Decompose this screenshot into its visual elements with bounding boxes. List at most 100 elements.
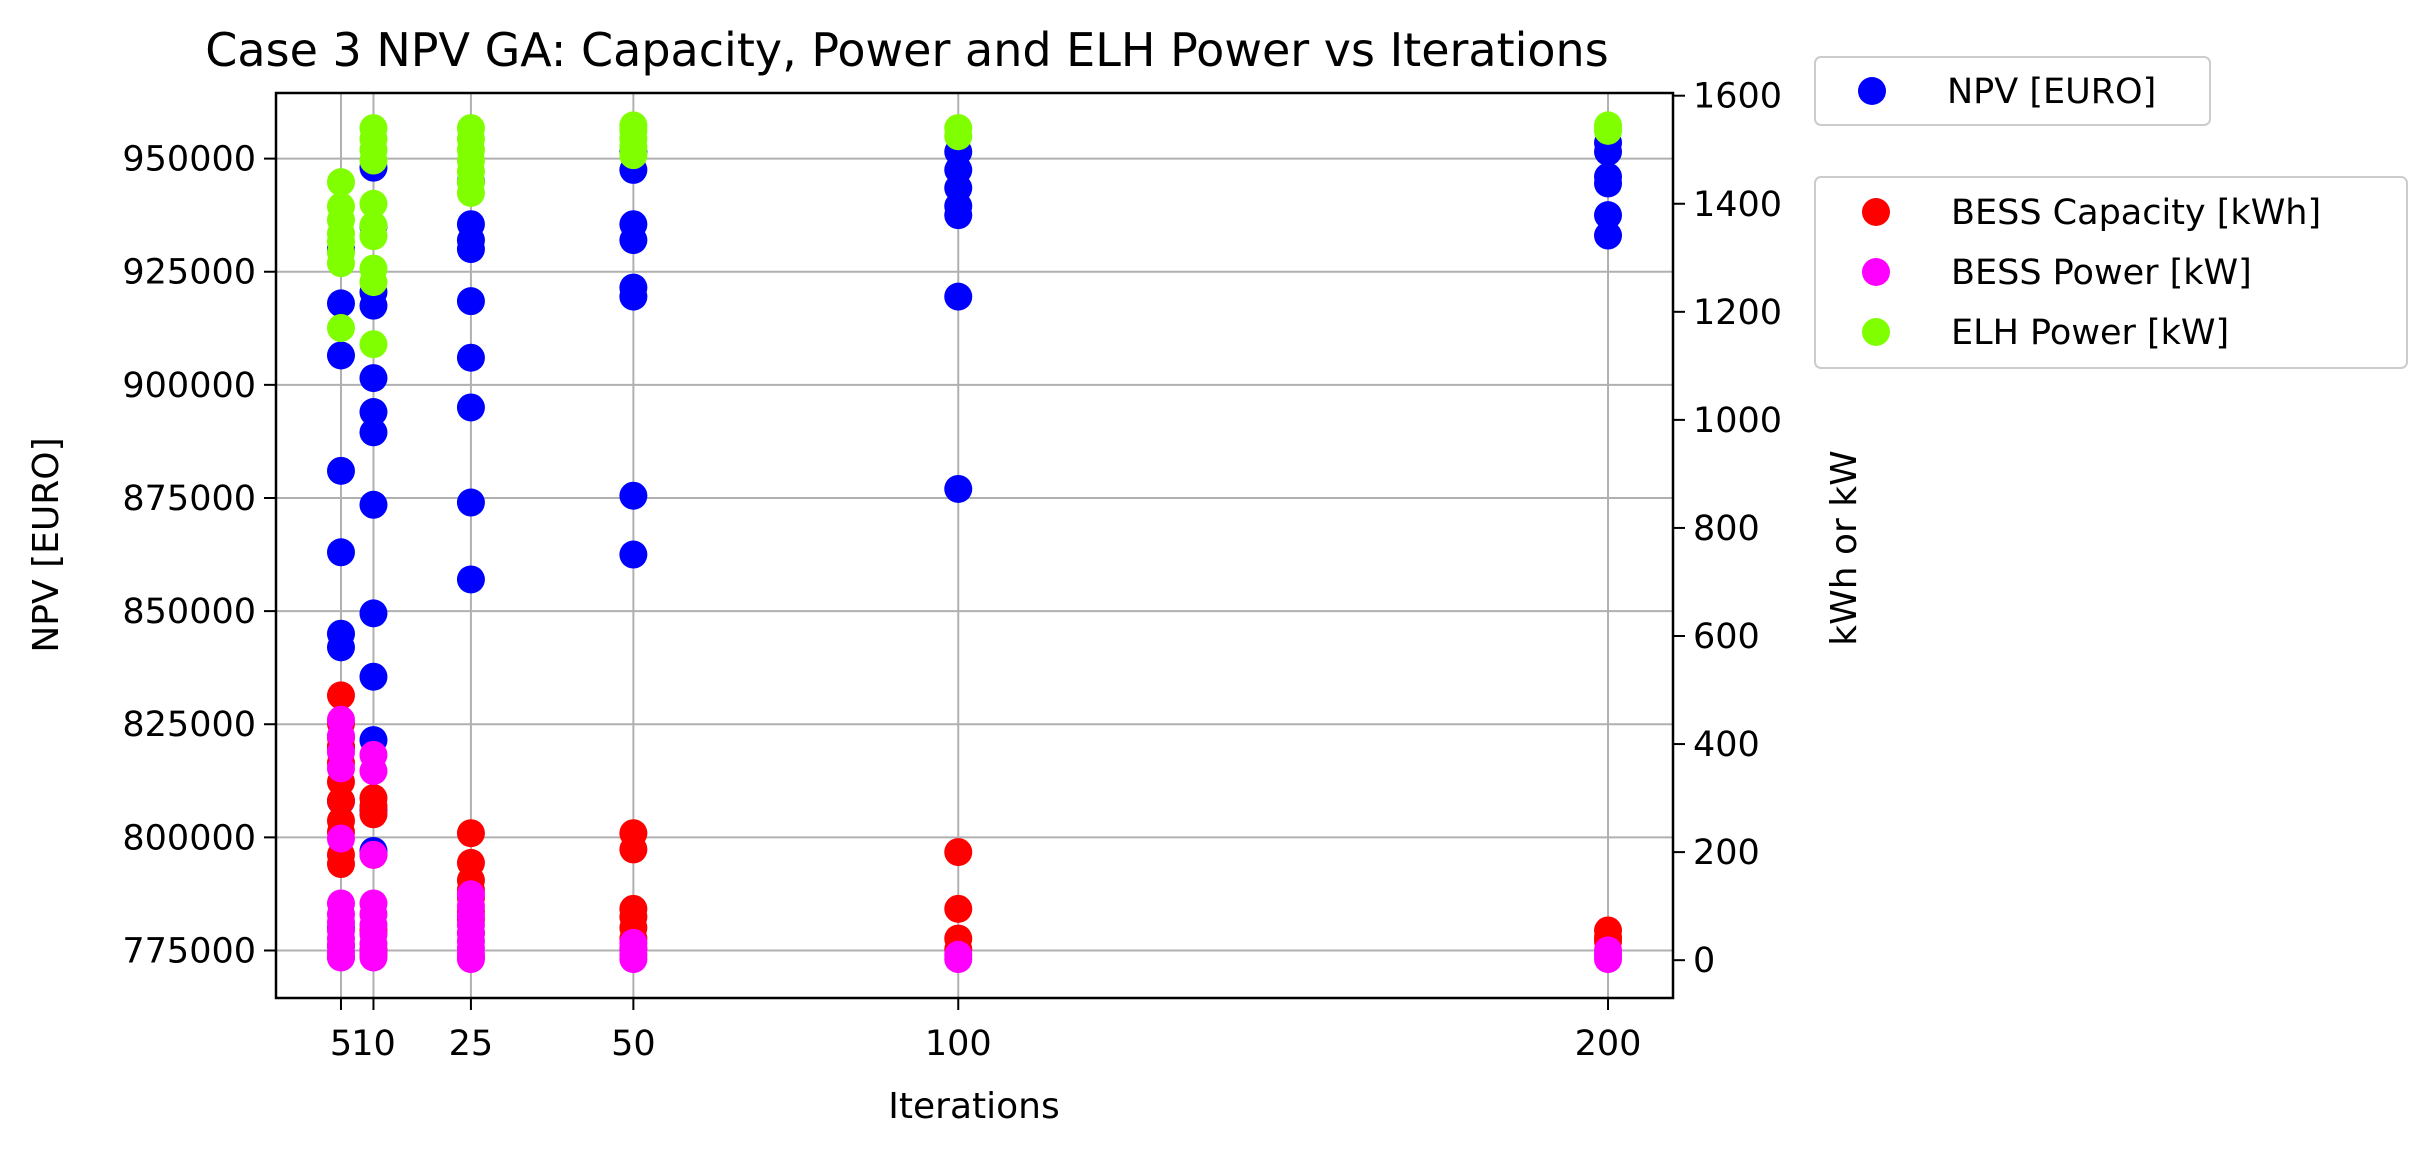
bess-capacity-point — [326, 681, 355, 710]
legend-bess-power-label: BESS Power [kW] — [1951, 253, 2252, 293]
elh-power-point — [359, 211, 388, 240]
y-tick-label: 850000 — [122, 592, 256, 632]
right-y-axis: 0 200 400 600 800 1000 1200 1400 1600 — [1673, 77, 1782, 981]
bess-power-point — [359, 740, 388, 769]
legend-bess-elh: BESS Capacity [kWh] BESS Power [kW] ELH … — [1814, 176, 2408, 369]
npv-point — [359, 398, 388, 427]
legend-bess-power-marker — [1862, 258, 1890, 286]
y2-tick-label: 1000 — [1693, 401, 1782, 441]
x-tick-label: 50 — [611, 1024, 656, 1064]
legend-bess-capacity-label: BESS Capacity [kWh] — [1951, 193, 2321, 233]
npv-point — [619, 210, 648, 239]
legend-npv-label: NPV [EURO] — [1947, 72, 2156, 112]
bess-capacity-point — [619, 819, 648, 848]
legend-npv-marker — [1858, 77, 1886, 105]
left-y-axis: 775000 800000 825000 850000 875000 900000 9250… — [122, 140, 276, 971]
x-tick-label: 25 — [449, 1024, 494, 1064]
npv-point — [326, 289, 355, 318]
npv-point — [359, 662, 388, 691]
y2-tick-label: 1600 — [1693, 77, 1782, 117]
npv-point — [456, 210, 485, 239]
npv-point — [619, 273, 648, 302]
y2-tick-label: 600 — [1693, 617, 1760, 657]
npv-point — [326, 456, 355, 485]
x-tick-label: 5 — [330, 1024, 352, 1064]
legend-bess-capacity-marker — [1862, 198, 1890, 226]
bess-power-point — [619, 928, 648, 957]
elh-power-point — [359, 114, 388, 143]
bess-capacity-point — [619, 894, 648, 923]
npv-point — [326, 341, 355, 370]
data-points — [326, 111, 1623, 974]
npv-point — [619, 481, 648, 510]
elh-power-point — [326, 192, 355, 221]
bess-power-point — [326, 824, 355, 853]
y-tick-label: 825000 — [122, 705, 256, 745]
bess-capacity-point — [456, 848, 485, 877]
y-tick-label: 875000 — [122, 479, 256, 519]
elh-power-point — [359, 189, 388, 218]
npv-point — [359, 364, 388, 393]
elh-power-point — [619, 111, 648, 140]
elh-power-point — [359, 330, 388, 359]
y-tick-label: 900000 — [122, 366, 256, 406]
y2-tick-label: 1200 — [1693, 293, 1782, 333]
npv-point — [456, 343, 485, 372]
elh-power-point — [359, 254, 388, 283]
bess-power-point — [1594, 936, 1623, 965]
legend-elh-power-marker — [1862, 318, 1890, 346]
npv-point — [326, 538, 355, 567]
x-tick-label: 200 — [1575, 1024, 1642, 1064]
bess-power-point — [326, 705, 355, 734]
y-tick-label: 775000 — [122, 931, 256, 971]
elh-power-point — [1594, 111, 1623, 140]
npv-point — [359, 599, 388, 628]
elh-power-point — [944, 114, 973, 143]
npv-point — [1594, 162, 1623, 191]
bess-power-point — [359, 889, 388, 918]
bess-power-point — [359, 840, 388, 869]
legend-elh-power-label: ELH Power [kW] — [1951, 313, 2229, 353]
bess-capacity-point — [456, 819, 485, 848]
bess-capacity-point — [359, 784, 388, 813]
x-tick-label: 100 — [925, 1024, 992, 1064]
y2-axis-label: kWh or kW — [1824, 450, 1865, 645]
x-tick-label: 10 — [351, 1024, 396, 1064]
npv-point — [1594, 221, 1623, 250]
y2-tick-label: 800 — [1693, 509, 1760, 549]
y-axis-label: NPV [EURO] — [26, 437, 67, 652]
legend-npv: NPV [EURO] — [1814, 56, 2211, 126]
legend-bess-elh-frame — [1814, 176, 2408, 369]
npv-point — [456, 287, 485, 316]
x-axis: 5 10 25 50 100 200 — [330, 998, 1642, 1064]
y-tick-label: 925000 — [122, 253, 256, 293]
npv-point — [456, 565, 485, 594]
legend-npv-frame — [1814, 56, 2211, 126]
x-axis-label: Iterations — [888, 1086, 1059, 1127]
npv-point — [326, 619, 355, 648]
npv-point — [944, 282, 973, 311]
elh-power-point — [326, 314, 355, 343]
chart-title: Case 3 NPV GA: Capacity, Power and ELH P… — [205, 23, 1608, 77]
elh-power-point — [456, 114, 485, 143]
elh-power-point — [326, 168, 355, 197]
npv-point — [456, 393, 485, 422]
bess-power-point — [944, 940, 973, 969]
y-tick-label: 800000 — [122, 818, 256, 858]
y-tick-label: 950000 — [122, 140, 256, 180]
y2-tick-label: 400 — [1693, 725, 1760, 765]
npv-point — [1594, 201, 1623, 230]
bess-power-point — [456, 880, 485, 909]
bess-capacity-point — [1594, 916, 1623, 945]
y2-tick-label: 200 — [1693, 833, 1760, 873]
bess-power-point — [326, 889, 355, 918]
bess-capacity-point — [944, 838, 973, 867]
npv-point — [359, 490, 388, 519]
y2-tick-label: 0 — [1693, 941, 1715, 981]
plot-frame — [274, 91, 1675, 1000]
y2-tick-label: 1400 — [1693, 185, 1782, 225]
npv-point — [359, 418, 388, 447]
npv-point — [456, 488, 485, 517]
